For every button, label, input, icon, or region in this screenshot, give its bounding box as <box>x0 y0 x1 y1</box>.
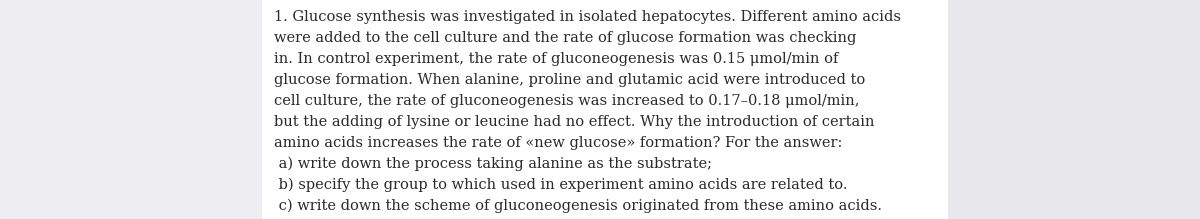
Text: were added to the cell culture and the rate of glucose formation was checking: were added to the cell culture and the r… <box>274 31 856 45</box>
Text: a) write down the process taking alanine as the substrate;: a) write down the process taking alanine… <box>274 157 712 171</box>
FancyBboxPatch shape <box>948 0 1200 219</box>
Text: glucose formation. When alanine, proline and glutamic acid were introduced to: glucose formation. When alanine, proline… <box>274 73 865 87</box>
Text: in. In control experiment, the rate of gluconeogenesis was 0.15 μmol/min of: in. In control experiment, the rate of g… <box>274 52 838 66</box>
Text: cell culture, the rate of gluconeogenesis was increased to 0.17–0.18 μmol/min,: cell culture, the rate of gluconeogenesi… <box>274 94 859 108</box>
Text: 1. Glucose synthesis was investigated in isolated hepatocytes. Different amino a: 1. Glucose synthesis was investigated in… <box>274 10 900 24</box>
Text: amino acids increases the rate of «new glucose» formation? For the answer:: amino acids increases the rate of «new g… <box>274 136 842 150</box>
Text: but the adding of lysine or leucine had no effect. Why the introduction of certa: but the adding of lysine or leucine had … <box>274 115 874 129</box>
Text: c) write down the scheme of gluconeogenesis originated from these amino acids.: c) write down the scheme of gluconeogene… <box>274 199 882 214</box>
FancyBboxPatch shape <box>262 0 948 219</box>
Text: b) specify the group to which used in experiment amino acids are related to.: b) specify the group to which used in ex… <box>274 178 847 193</box>
